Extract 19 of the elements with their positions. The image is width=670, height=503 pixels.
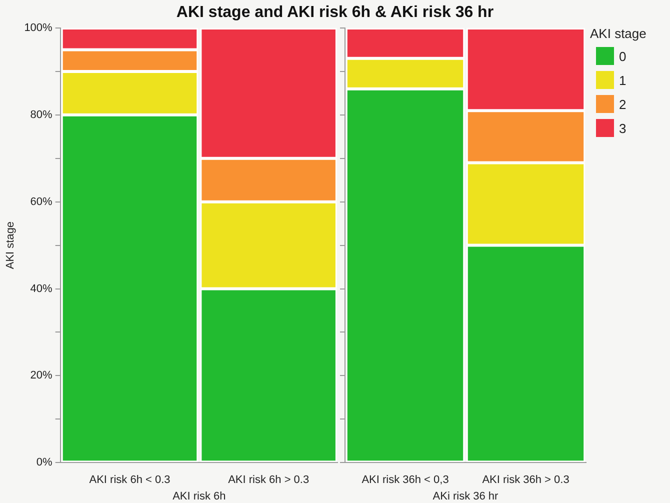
y-tick-label: 20% <box>30 370 53 382</box>
legend-label: 2 <box>619 96 626 112</box>
y-tick-label: 0% <box>36 456 53 469</box>
x-tick-label: AKI risk 6h > 0.3 <box>228 474 310 486</box>
legend-label: 3 <box>619 120 626 136</box>
x-axis-title: AKI risk 6h <box>172 490 226 502</box>
y-tick-label: 100% <box>24 22 53 34</box>
y-tick-label: 80% <box>30 108 53 121</box>
legend-label: 0 <box>619 48 626 64</box>
x-tick-label: AKI risk 6h < 0.3 <box>89 474 170 486</box>
y-tick-label: 60% <box>30 196 53 208</box>
y-tick-label: 40% <box>30 282 53 295</box>
legend-title: AKI stage <box>590 26 648 41</box>
y-axis-title: AKI stage <box>4 221 17 270</box>
chart-title: AKI stage and AKI risk 6h & AKi risk 36 hr <box>175 4 495 22</box>
x-axis-title: AKi risk 36 hr <box>432 490 499 502</box>
x-tick-label: AKI risk 36h < 0,3 <box>362 474 449 486</box>
x-tick-label: AKI risk 36h > 0.3 <box>482 474 570 486</box>
legend-label: 1 <box>619 72 626 88</box>
